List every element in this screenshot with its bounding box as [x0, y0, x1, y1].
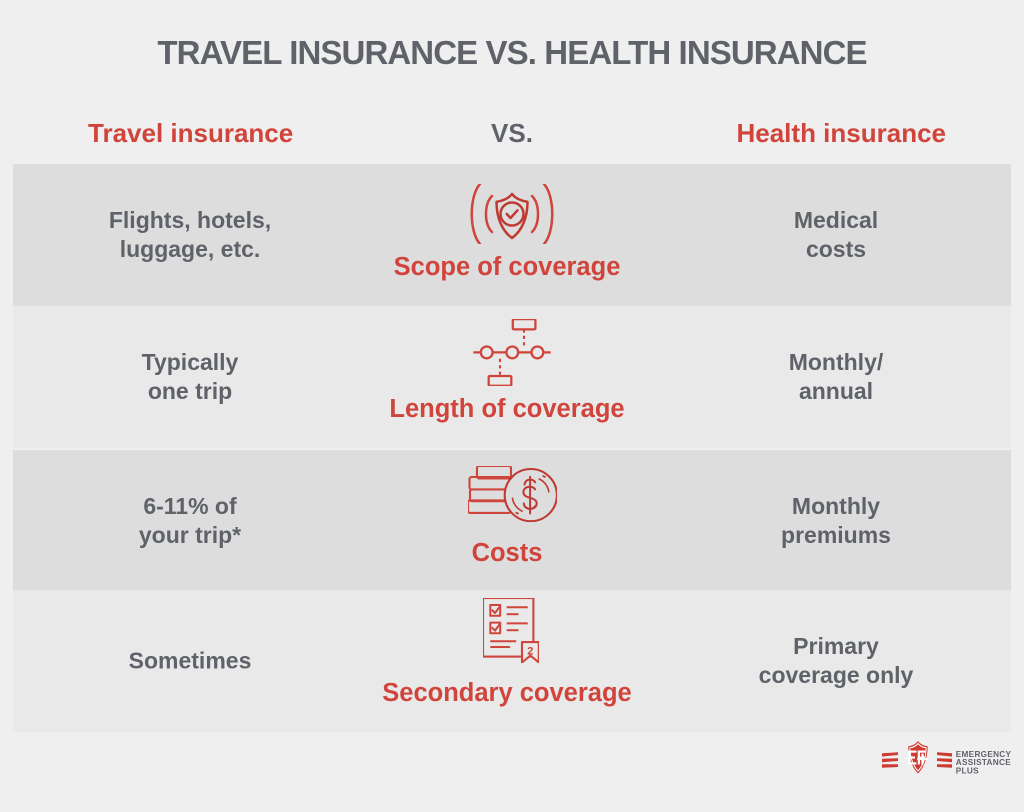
svg-text:2: 2: [527, 645, 533, 657]
svg-text:PLUS: PLUS: [956, 767, 979, 776]
